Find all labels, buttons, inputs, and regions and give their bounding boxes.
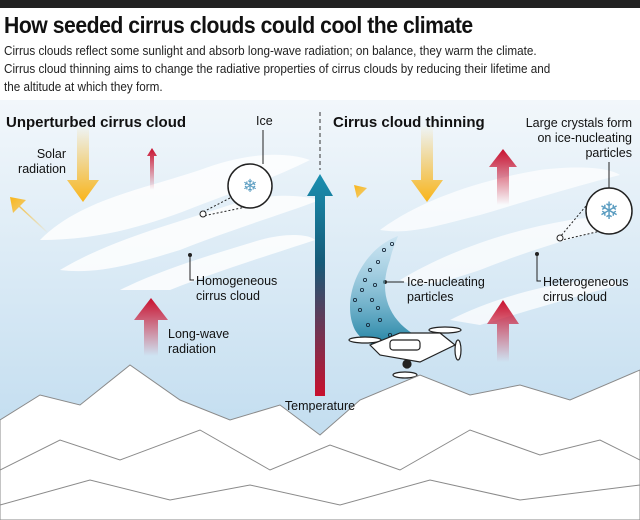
- temperature-label: Temperature: [284, 399, 356, 413]
- reflected-solar-arrow-right: [354, 185, 385, 215]
- drone-icon: [348, 326, 462, 379]
- intro-text: Cirrus clouds reflect some sunlight and …: [4, 43, 551, 94]
- solar-arrow: [67, 125, 99, 202]
- longwave-label: Long-wave radiation: [168, 327, 230, 356]
- temperature-arrow: [307, 174, 333, 396]
- longwave-arrow-right: [487, 300, 519, 362]
- particle-plume: [349, 236, 432, 349]
- leader-line: [189, 255, 194, 281]
- solar-radiation-label: Solar radiation: [18, 147, 66, 176]
- ice-label: Ice: [256, 114, 273, 128]
- longwave-arrow: [134, 298, 168, 356]
- large-crystals-label: Large crystals form on ice-nucleating part…: [525, 116, 632, 160]
- reflected-solar-arrow: [10, 197, 48, 233]
- ice-nucleating-particles-label: Ice-nucleating particles: [407, 275, 485, 304]
- homogeneous-cloud-label: Homogeneous cirrus cloud: [196, 274, 278, 303]
- ice-nucleating-particles: [352, 241, 412, 342]
- ice-crystal-callout: ❄: [199, 130, 273, 218]
- escaping-longwave-arrow: [489, 149, 517, 205]
- right-heading: Cirrus cloud thinning: [333, 114, 485, 131]
- mountains: [0, 364, 640, 520]
- solar-arrow-right: [411, 125, 443, 202]
- large-crystal-callout: ❄: [556, 162, 633, 242]
- left-heading: Unperturbed cirrus cloud: [6, 114, 187, 131]
- small-longwave-arrow: [147, 148, 157, 190]
- heterogeneous-cloud-label: Heterogeneous cirrus cloud: [543, 275, 629, 304]
- snowflake-icon: ❄: [599, 198, 619, 225]
- snowflake-icon: ❄: [242, 176, 257, 196]
- leader-line: [536, 254, 541, 282]
- top-bar: [0, 0, 640, 8]
- page-title: How seeded cirrus clouds could cool the …: [4, 12, 473, 38]
